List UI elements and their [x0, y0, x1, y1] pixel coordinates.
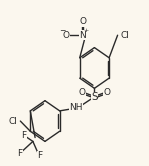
Text: O: O — [79, 17, 86, 26]
Text: Cl: Cl — [120, 31, 129, 40]
Text: F: F — [37, 151, 42, 160]
Text: F: F — [21, 131, 26, 140]
Text: N: N — [79, 31, 86, 40]
Text: O: O — [103, 88, 110, 97]
Text: Cl: Cl — [9, 117, 18, 125]
Text: −: − — [59, 26, 65, 35]
Text: S: S — [91, 92, 98, 102]
Text: +: + — [84, 28, 89, 33]
Text: F: F — [17, 149, 22, 158]
Text: NH: NH — [69, 103, 83, 112]
Text: O: O — [78, 88, 85, 97]
Text: O: O — [62, 31, 69, 40]
